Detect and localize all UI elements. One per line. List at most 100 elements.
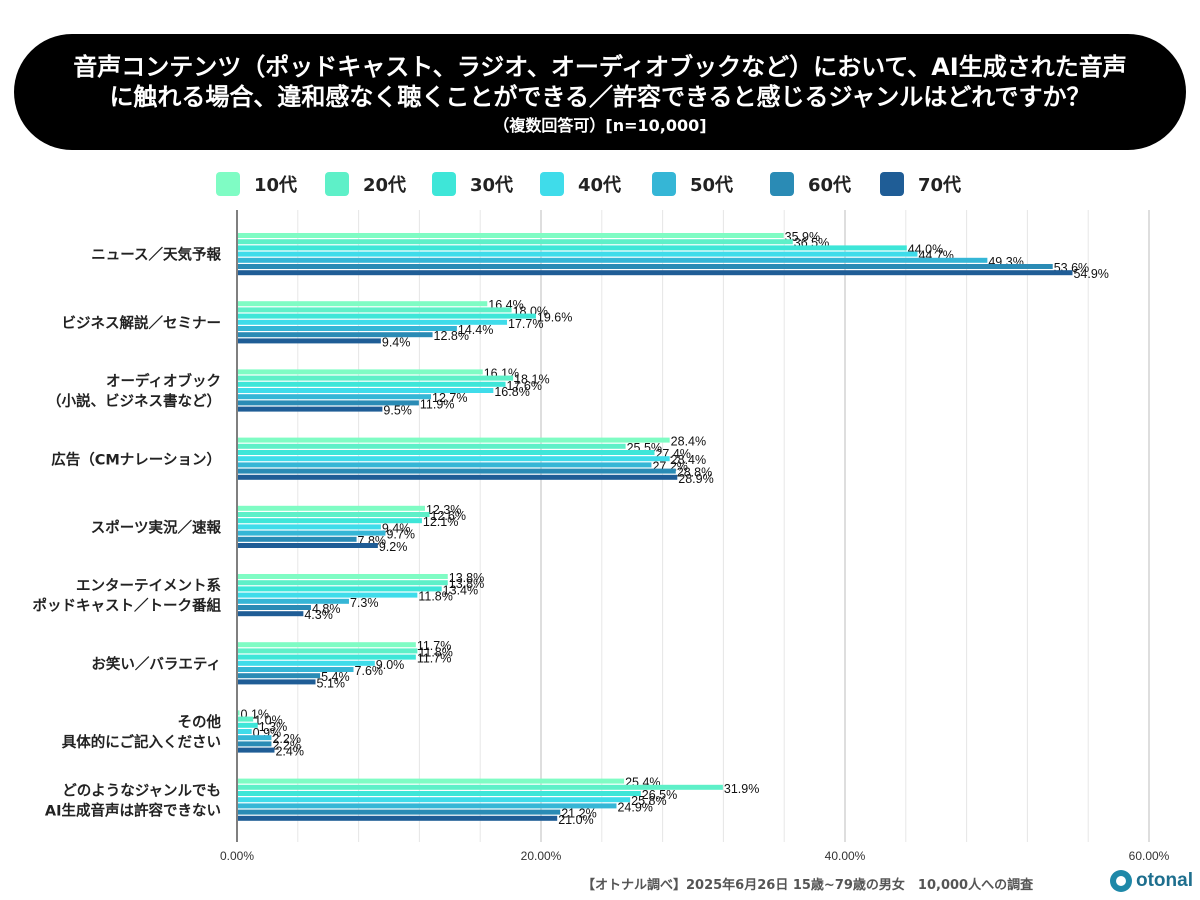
chart-title-line2: に触れる場合、違和感なく聴くことができる／許容できると感じるジャンルはどれですか… — [109, 83, 1091, 111]
bar — [238, 710, 240, 716]
bar — [238, 239, 793, 245]
legend-swatch — [325, 172, 349, 196]
chart-subtitle: （複数回答可）[n=10,000] — [493, 116, 707, 135]
x-tick-label: 40.00% — [825, 849, 866, 863]
category-label: その他 — [178, 713, 222, 731]
x-tick-label: 60.00% — [1129, 849, 1170, 863]
bar — [238, 394, 432, 400]
bar — [238, 530, 386, 536]
bar — [238, 326, 457, 331]
bar — [238, 809, 561, 815]
legend-swatch — [432, 172, 456, 196]
legend-swatch — [540, 172, 564, 196]
data-label: 11.7% — [417, 639, 452, 653]
bar — [238, 474, 678, 480]
x-tick-label: 20.00% — [521, 849, 562, 863]
bar — [238, 245, 907, 251]
data-label: 17.6% — [507, 379, 542, 393]
bar — [238, 791, 641, 796]
data-label: 19.6% — [537, 311, 572, 325]
bar — [238, 642, 416, 648]
data-label: 26.5% — [642, 788, 677, 802]
category-label: どのようなジャンルでも — [62, 782, 221, 799]
bar — [238, 735, 272, 741]
data-label: 28.8% — [677, 466, 712, 480]
bar — [238, 512, 430, 517]
bar — [238, 450, 655, 455]
bar — [238, 443, 626, 449]
bar — [238, 338, 381, 344]
data-label: 13.8% — [449, 571, 484, 585]
data-label: 2.2% — [272, 732, 301, 746]
bar — [238, 388, 494, 393]
bar — [238, 319, 508, 325]
legend-swatch — [216, 172, 240, 196]
chart-title-banner: 音声コンテンツ（ポッドキャスト、ラジオ、オーディオブックなど）において、AI生成… — [14, 34, 1186, 150]
data-label: 9.4% — [382, 521, 411, 535]
category-label: エンターテイメント系 — [76, 578, 221, 595]
data-label: 12.8% — [434, 329, 469, 343]
data-label: 12.7% — [432, 391, 467, 405]
data-label: 2.2% — [272, 738, 301, 752]
bar — [238, 233, 784, 238]
category-label: ビジネス解説／セミナー — [62, 314, 222, 332]
data-label: 11.7% — [417, 652, 452, 666]
bar — [238, 518, 422, 524]
bar — [238, 729, 252, 734]
chart-title-line1: 音声コンテンツ（ポッドキャスト、ラジオ、オーディオブックなど）において、AI生成… — [73, 53, 1127, 81]
data-label: 16.8% — [494, 385, 529, 399]
bar — [238, 406, 383, 412]
bar — [238, 381, 506, 387]
data-label: 1.0% — [254, 714, 283, 728]
bar — [238, 456, 670, 462]
data-label: 28.4% — [671, 453, 706, 467]
legend-label: 40代 — [578, 175, 621, 196]
category-label: スポーツ実況／速報 — [91, 519, 222, 537]
category-label: 具体的にご記入ください — [62, 733, 221, 751]
bar — [238, 536, 357, 542]
data-label: 9.0% — [376, 658, 405, 672]
legend-label: 20代 — [363, 175, 406, 196]
data-label: 11.8% — [418, 645, 453, 659]
data-label: 13.8% — [449, 577, 484, 591]
bar — [238, 716, 254, 722]
data-label: 35.9% — [785, 230, 820, 244]
legend-label: 60代 — [808, 175, 851, 196]
bar — [238, 264, 1053, 269]
bar — [238, 437, 670, 443]
bar — [238, 543, 378, 548]
data-label: 54.9% — [1073, 267, 1108, 281]
legend-label: 30代 — [470, 175, 513, 196]
category-label: オーディオブック — [106, 372, 221, 390]
bar — [238, 574, 448, 579]
bar — [238, 332, 433, 338]
bar — [238, 797, 631, 803]
data-label: 7.3% — [350, 596, 379, 610]
bar — [238, 648, 418, 654]
data-label: 5.4% — [321, 670, 350, 684]
survey-source-note: 【オトナル調べ】2025年6月26日 15歳~79歳の男女 10,000人への調… — [582, 878, 1034, 893]
brand-logo: otonal — [1110, 868, 1193, 894]
bar — [238, 605, 311, 610]
data-label: 1.3% — [259, 720, 288, 734]
bar — [238, 400, 419, 406]
bar — [238, 778, 625, 784]
bar — [238, 611, 304, 617]
bar — [238, 505, 425, 511]
legend-label: 70代 — [918, 175, 961, 196]
data-label: 13.4% — [443, 583, 478, 597]
bar — [238, 301, 488, 307]
bar — [238, 375, 514, 381]
data-label: 28.4% — [671, 435, 706, 449]
data-label: 14.4% — [458, 323, 493, 337]
bar — [238, 660, 375, 666]
data-label: 28.9% — [678, 472, 713, 486]
category-label: ニュース／天気予報 — [91, 246, 221, 264]
data-label: 25.8% — [631, 794, 666, 808]
data-label: 21.0% — [558, 813, 593, 827]
data-label: 31.9% — [724, 782, 759, 796]
bar — [238, 251, 918, 257]
data-label: 7.6% — [355, 664, 384, 678]
category-label: お笑い／バラエティ — [91, 655, 221, 673]
category-label: ポッドキャスト／トーク番組 — [33, 597, 222, 615]
